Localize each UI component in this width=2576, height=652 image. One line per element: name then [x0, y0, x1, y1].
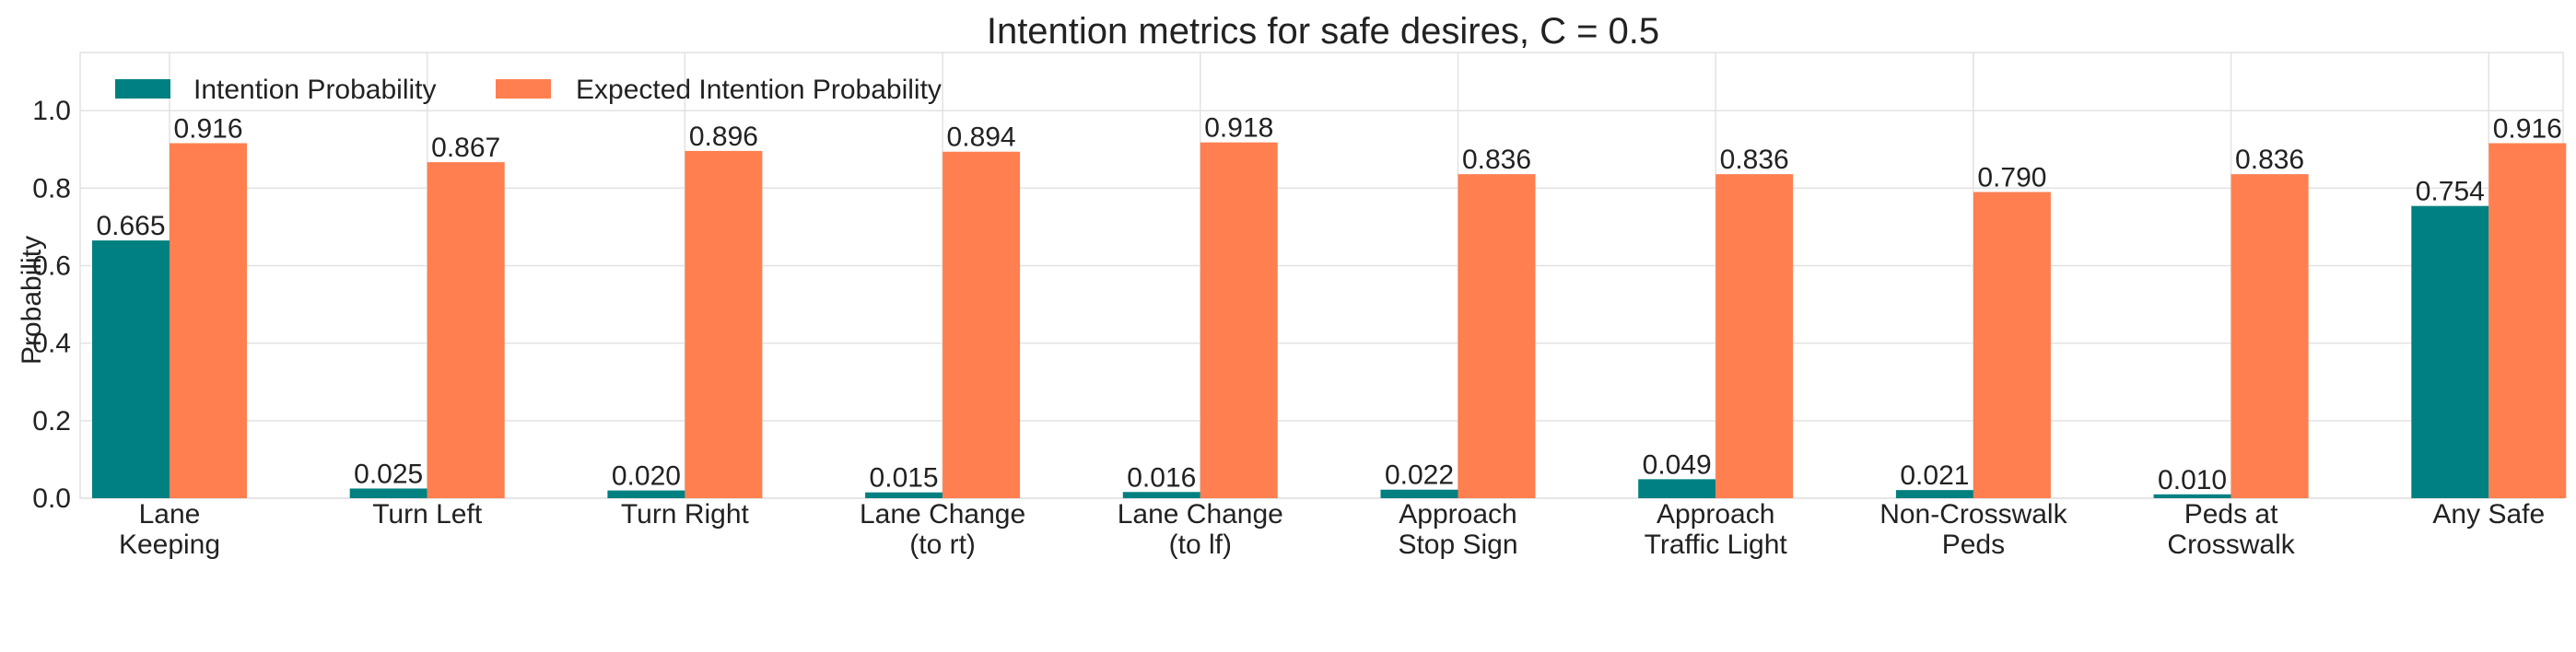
x-tick-label-line: Keeping: [119, 530, 220, 560]
bar-expected-intention-probability: [685, 150, 763, 498]
x-tick-label-line: Non-Crosswalk: [1879, 499, 2067, 530]
bar-intention-probability: [865, 492, 943, 498]
y-tick-label: 0.2: [32, 406, 71, 437]
data-label: 0.918: [1204, 113, 1273, 144]
data-label: 0.916: [173, 113, 242, 144]
x-tick-label: Approach Stop Sign: [1398, 499, 1517, 560]
x-tick-label-line: Approach: [1399, 499, 1516, 530]
bar-expected-intention-probability: [943, 151, 1021, 498]
bar-intention-probability: [1638, 479, 1716, 498]
bar-expected-intention-probability: [1715, 174, 1794, 498]
data-label: 0.015: [870, 463, 939, 494]
data-label: 0.754: [2416, 177, 2485, 207]
y-tick-label: 0.8: [32, 173, 71, 204]
data-label: 0.020: [612, 461, 681, 492]
bar-expected-intention-probability: [170, 143, 247, 499]
chart-title: Intention metrics for safe desires, C = …: [987, 11, 1659, 52]
data-label: 0.894: [947, 122, 1016, 153]
x-tick-label: Lane Change (to lf): [1118, 499, 1283, 560]
bar-expected-intention-probability: [427, 162, 505, 499]
bar-intention-probability: [2411, 205, 2489, 498]
y-tick-label: 1.0: [32, 96, 71, 126]
data-label: 0.867: [431, 133, 500, 163]
x-tick-label-line: Lane Change: [860, 499, 1025, 530]
x-tick-label-line: Turn Left: [372, 499, 483, 530]
x-tick-label-line: (to rt): [909, 530, 976, 560]
bar-expected-intention-probability: [2231, 174, 2309, 498]
data-label: 0.836: [2235, 145, 2304, 175]
bar-expected-intention-probability: [1200, 142, 1278, 499]
x-tick-label-line: Lane: [139, 499, 201, 530]
bar-intention-probability: [349, 488, 427, 498]
x-tick-label-line: Crosswalk: [2167, 530, 2295, 560]
x-tick-label-line: Peds: [1942, 530, 2005, 560]
x-tick-label-line: Stop Sign: [1398, 530, 1517, 560]
bar-expected-intention-probability: [1973, 192, 2051, 498]
data-label: 0.049: [1643, 449, 1712, 480]
data-label: 0.836: [1720, 145, 1789, 175]
x-tick-label: Turn Left: [372, 499, 483, 530]
x-tick-label: Peds at Crosswalk: [2167, 499, 2295, 560]
data-label: 0.010: [2158, 465, 2227, 495]
y-tick-label: 0.6: [32, 250, 71, 281]
x-tick-label-line: (to lf): [1169, 530, 1232, 560]
x-tick-label: Approach Traffic Light: [1645, 499, 1788, 560]
bar-intention-probability: [607, 490, 685, 498]
legend-label: Intention Probability: [193, 75, 437, 105]
data-label: 0.790: [1977, 163, 2046, 193]
axis-layer: 0.0 0.2 0.4 0.6 0.8 1.0 Lane Keeping Turn Left Tu…: [32, 96, 2545, 560]
bar-intention-probability: [1380, 489, 1458, 498]
data-label: 0.896: [689, 122, 758, 152]
x-tick-label: Lane Keeping: [119, 499, 220, 560]
x-tick-label: Lane Change (to rt): [860, 499, 1025, 560]
data-label: 0.022: [1385, 460, 1454, 491]
data-label: 0.665: [96, 211, 165, 241]
x-tick-label-line: Turn Right: [621, 499, 750, 530]
data-label: 0.016: [1127, 462, 1196, 493]
legend-swatch: [115, 79, 170, 99]
data-label: 0.021: [1900, 460, 1969, 491]
x-tick-label: Turn Right: [621, 499, 750, 530]
data-label: 0.916: [2493, 113, 2562, 144]
x-tick-label: Any Safe: [2432, 499, 2545, 530]
bar-expected-intention-probability: [1458, 174, 1536, 498]
bar-intention-probability: [1122, 492, 1200, 498]
bar-intention-probability: [1895, 490, 1973, 498]
x-tick-label-line: Peds at: [2184, 499, 2278, 530]
legend-label: Expected Intention Probability: [576, 75, 942, 105]
bar-expected-intention-probability: [2488, 143, 2567, 499]
legend-swatch: [496, 79, 551, 99]
data-label: 0.836: [1462, 145, 1531, 175]
bars-layer: 0.665 0.025 0.020 0.015 0.016 0.022 0.049 0.021…: [92, 113, 2567, 499]
x-tick-label-line: Traffic Light: [1645, 530, 1788, 560]
y-axis-label: Probability: [17, 236, 47, 365]
bar-intention-probability: [2153, 494, 2231, 498]
bar-intention-probability: [92, 240, 170, 498]
x-tick-label-line: Approach: [1657, 499, 1774, 530]
x-tick-label: Non-Crosswalk Peds: [1879, 499, 2067, 560]
y-tick-label: 0.4: [32, 329, 71, 359]
x-tick-label-line: Any Safe: [2432, 499, 2545, 530]
x-tick-label-line: Lane Change: [1118, 499, 1283, 530]
legend: Intention Probability Expected Intention …: [115, 75, 942, 105]
data-label: 0.025: [354, 459, 423, 489]
y-tick-label: 0.0: [32, 483, 71, 514]
